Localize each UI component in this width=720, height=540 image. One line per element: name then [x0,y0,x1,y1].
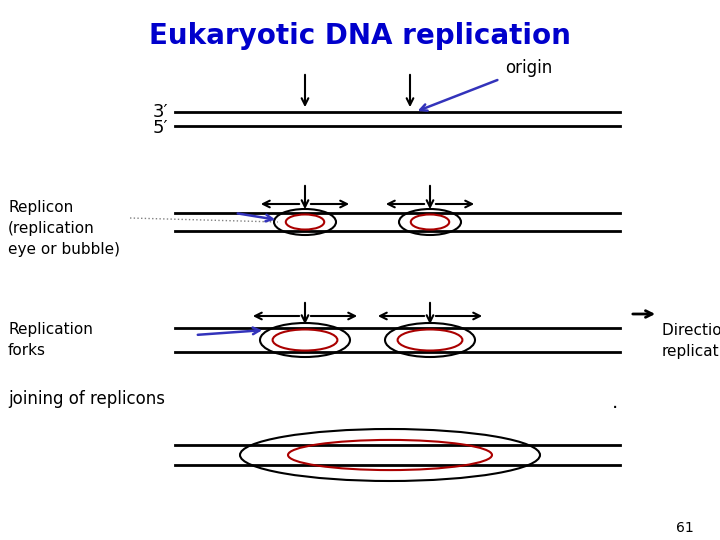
Text: .: . [612,393,618,412]
Text: 5′: 5′ [153,119,168,137]
Text: 61: 61 [676,521,694,535]
Text: Direction of
replication: Direction of replication [662,323,720,359]
Text: joining of replicons: joining of replicons [8,390,165,408]
Text: 3′: 3′ [153,103,168,121]
Text: Eukaryotic DNA replication: Eukaryotic DNA replication [149,22,571,50]
Text: origin: origin [505,59,552,77]
Text: Replication
forks: Replication forks [8,322,93,358]
Text: Replicon
(replication
eye or bubble): Replicon (replication eye or bubble) [8,200,120,257]
